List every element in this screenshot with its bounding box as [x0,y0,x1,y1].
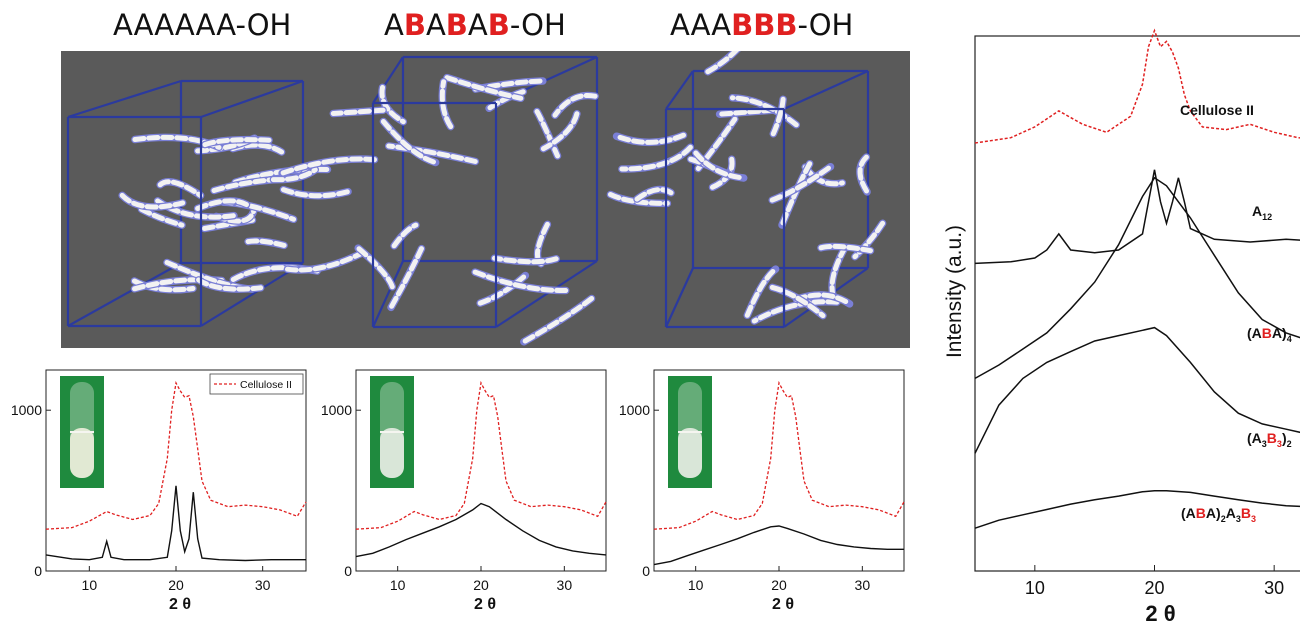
y-tick-label: 0 [642,563,650,579]
vial-photo [668,376,712,488]
legend-label: Cellulose II [240,379,292,391]
y-tick-label: 1000 [619,402,650,418]
peptide-fibers [118,133,352,294]
series-sample [45,485,306,562]
series-line-1 [974,28,1300,144]
x-tick-label: 30 [1264,578,1284,598]
x-tick-label: 10 [1025,578,1045,598]
x-tick-label: 20 [473,577,489,593]
y-tick-label: 1000 [321,402,352,418]
simulation-box-1 [66,79,352,328]
x-tick-label: 30 [855,577,871,593]
series-label-part: 3 [1262,439,1267,449]
sequence-a-block: -OH [235,8,292,42]
x-tick-label: 30 [557,577,573,593]
series-label-part: Cellulose II [1180,102,1254,118]
sequence-a-block: -OH [797,8,854,42]
x-tick-label: 20 [771,577,787,593]
series-label-2: A12 [1252,203,1272,222]
series-label-part: B [1262,325,1272,341]
series-cellulose-ii [653,380,905,530]
sequence-title-2: ABABAB-OH [384,8,566,42]
x-tick-label: 10 [390,577,406,593]
series-label-part: 4 [1287,334,1292,344]
series-label-part: 2 [1287,439,1292,449]
series-label-part: A) [1272,325,1287,341]
series-sample [653,525,904,566]
y-tick-label: 1000 [11,402,42,418]
simulation-box-2 [278,55,672,346]
x-axis-label: 2 θ [1145,601,1175,624]
series-label-part: 3 [1277,439,1282,449]
series-label-part: (A [1181,505,1196,521]
x-axis-label: 2 θ [474,596,496,613]
vial-photo [370,376,414,488]
series-cellulose-ii [45,380,307,530]
series-label-part: A [1252,203,1262,219]
sequence-b-block: B [445,8,468,42]
xrd-stacked-chart: Cellulose IIA12(ABA)4(A3B3)2(ABA)2A3B310… [943,28,1300,624]
series-label-part: A) [1206,505,1221,521]
y-tick-label: 0 [344,563,352,579]
y-tick-label: 0 [34,563,42,579]
series-label-part: A [1226,505,1236,521]
sequence-a-block: AAA [670,8,732,42]
xrd-chart-aaaaaa: 10 20 30 0 1000 2 θ Cellulose II [11,369,307,613]
simulation-snapshots-panel [61,12,910,348]
series-label-part: B [1267,430,1277,446]
peptide-fibers [278,73,672,346]
xrd-chart-aaabbb: 10 20 30 0 1000 2 θ [619,369,905,613]
series-label-part: B [1196,505,1206,521]
series-label-part: 3 [1236,514,1241,524]
series-label-part: 3 [1251,514,1256,524]
series-label-4: (A3B3)2 [1247,430,1292,449]
series-label-part: ) [1282,430,1287,446]
series-label-5: (ABA)2A3B3 [1181,505,1256,524]
series-label-3: (ABA)4 [1247,325,1292,344]
series-line-3 [974,176,1300,380]
peptide-fibers [612,12,887,325]
x-tick-label: 10 [688,577,704,593]
x-tick-label: 20 [1144,578,1164,598]
series-label-1: Cellulose II [1180,102,1254,118]
series-line-4 [974,326,1300,454]
series-line-5 [974,490,1300,529]
x-axis-label: 2 θ [772,596,794,613]
x-tick-label: 30 [255,577,271,593]
x-tick-label: 20 [168,577,184,593]
simulation-snapshots [66,12,887,346]
sequence-title-1: AAAAAA-OH [113,8,291,42]
x-axis-label: 2 θ [169,596,191,613]
sequence-a-block: A [467,8,488,42]
sequence-b-block: B [487,8,510,42]
simulation-box-3 [612,12,887,329]
series-cellulose-ii [355,380,607,530]
series-line-2 [974,169,1300,265]
y-axis-label: Intensity (a.u.) [943,225,966,358]
series-sample [355,502,607,558]
series-label-part: 2 [1221,514,1226,524]
sequence-a-block: A [425,8,446,42]
sequence-b-block: BBB [731,8,798,42]
sequence-a-block: AAAAAA [113,8,236,42]
x-tick-label: 10 [82,577,98,593]
xrd-chart-ababab: 10 20 30 0 1000 2 θ [321,369,607,613]
sequence-b-block: B [403,8,426,42]
series-label-part: (A [1247,430,1262,446]
sequence-a-block: A [384,8,404,42]
series-label-part: 12 [1262,212,1272,222]
sequence-a-block: -OH [509,8,566,42]
sequence-title-3: AAABBB-OH [670,8,853,42]
series-label-part: B [1241,505,1251,521]
series-label-part: (A [1247,325,1262,341]
vial-photo [60,376,104,488]
legend: Cellulose II [209,373,304,395]
